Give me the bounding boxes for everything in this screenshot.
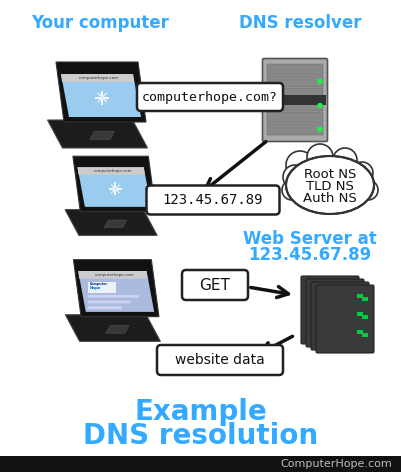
FancyBboxPatch shape bbox=[346, 305, 352, 310]
Circle shape bbox=[317, 127, 321, 132]
Text: DNS resolution: DNS resolution bbox=[83, 422, 318, 450]
FancyBboxPatch shape bbox=[262, 59, 327, 142]
Circle shape bbox=[350, 162, 372, 184]
Polygon shape bbox=[87, 295, 139, 298]
Polygon shape bbox=[87, 301, 130, 303]
Polygon shape bbox=[73, 156, 155, 211]
Text: ComputerHope.com: ComputerHope.com bbox=[279, 459, 391, 469]
FancyBboxPatch shape bbox=[352, 327, 358, 330]
Ellipse shape bbox=[285, 156, 373, 214]
FancyBboxPatch shape bbox=[356, 312, 363, 315]
Circle shape bbox=[281, 180, 301, 200]
FancyBboxPatch shape bbox=[157, 345, 282, 375]
Polygon shape bbox=[65, 210, 157, 236]
Text: Example: Example bbox=[134, 398, 267, 426]
FancyBboxPatch shape bbox=[182, 270, 247, 300]
FancyBboxPatch shape bbox=[362, 332, 368, 337]
FancyBboxPatch shape bbox=[146, 185, 279, 214]
FancyBboxPatch shape bbox=[305, 279, 363, 347]
Text: computerhope.com: computerhope.com bbox=[93, 169, 132, 173]
FancyBboxPatch shape bbox=[352, 290, 358, 295]
Polygon shape bbox=[61, 74, 141, 117]
FancyBboxPatch shape bbox=[346, 287, 352, 292]
FancyBboxPatch shape bbox=[266, 112, 322, 123]
Polygon shape bbox=[105, 326, 129, 333]
FancyBboxPatch shape bbox=[352, 309, 358, 312]
FancyBboxPatch shape bbox=[300, 276, 358, 344]
FancyBboxPatch shape bbox=[356, 294, 363, 297]
FancyBboxPatch shape bbox=[266, 124, 322, 135]
FancyBboxPatch shape bbox=[266, 64, 322, 75]
Polygon shape bbox=[87, 281, 116, 293]
Text: website data: website data bbox=[175, 353, 264, 367]
Circle shape bbox=[317, 103, 321, 108]
Text: computerhope.com: computerhope.com bbox=[79, 76, 119, 80]
FancyBboxPatch shape bbox=[266, 76, 322, 87]
Polygon shape bbox=[77, 167, 151, 207]
Text: Auth NS: Auth NS bbox=[302, 193, 356, 205]
Polygon shape bbox=[90, 131, 114, 139]
Polygon shape bbox=[65, 315, 160, 341]
Text: TLD NS: TLD NS bbox=[305, 180, 353, 194]
Polygon shape bbox=[47, 120, 147, 148]
Text: DNS resolver: DNS resolver bbox=[238, 14, 360, 32]
FancyBboxPatch shape bbox=[315, 285, 373, 353]
Circle shape bbox=[282, 165, 306, 189]
Text: computerhope.com?: computerhope.com? bbox=[142, 91, 277, 103]
Text: Hope: Hope bbox=[89, 286, 101, 290]
FancyBboxPatch shape bbox=[310, 282, 368, 350]
FancyBboxPatch shape bbox=[263, 95, 325, 105]
FancyBboxPatch shape bbox=[346, 323, 352, 328]
FancyBboxPatch shape bbox=[356, 329, 363, 334]
FancyBboxPatch shape bbox=[362, 296, 368, 301]
Circle shape bbox=[306, 144, 332, 170]
Circle shape bbox=[285, 151, 313, 179]
Text: computerhope.com: computerhope.com bbox=[94, 273, 134, 277]
Text: 123.45.67.89: 123.45.67.89 bbox=[248, 246, 371, 264]
Text: Web Server at: Web Server at bbox=[243, 230, 376, 248]
Circle shape bbox=[357, 180, 377, 200]
Text: Your computer: Your computer bbox=[31, 14, 168, 32]
FancyBboxPatch shape bbox=[0, 456, 401, 472]
Ellipse shape bbox=[287, 159, 371, 211]
Polygon shape bbox=[77, 167, 144, 175]
FancyBboxPatch shape bbox=[266, 100, 322, 111]
Polygon shape bbox=[78, 271, 154, 312]
FancyBboxPatch shape bbox=[137, 83, 282, 111]
Polygon shape bbox=[87, 306, 122, 309]
Polygon shape bbox=[104, 220, 126, 228]
Circle shape bbox=[332, 148, 356, 172]
Polygon shape bbox=[61, 74, 134, 82]
Text: 123.45.67.89: 123.45.67.89 bbox=[162, 193, 263, 207]
Text: GET: GET bbox=[199, 278, 230, 293]
FancyBboxPatch shape bbox=[362, 314, 368, 319]
FancyBboxPatch shape bbox=[266, 88, 322, 99]
Text: Computer: Computer bbox=[89, 282, 107, 287]
Polygon shape bbox=[73, 260, 158, 317]
Text: Root NS: Root NS bbox=[303, 169, 355, 182]
Circle shape bbox=[317, 79, 321, 84]
Polygon shape bbox=[78, 271, 147, 278]
Polygon shape bbox=[56, 62, 146, 122]
